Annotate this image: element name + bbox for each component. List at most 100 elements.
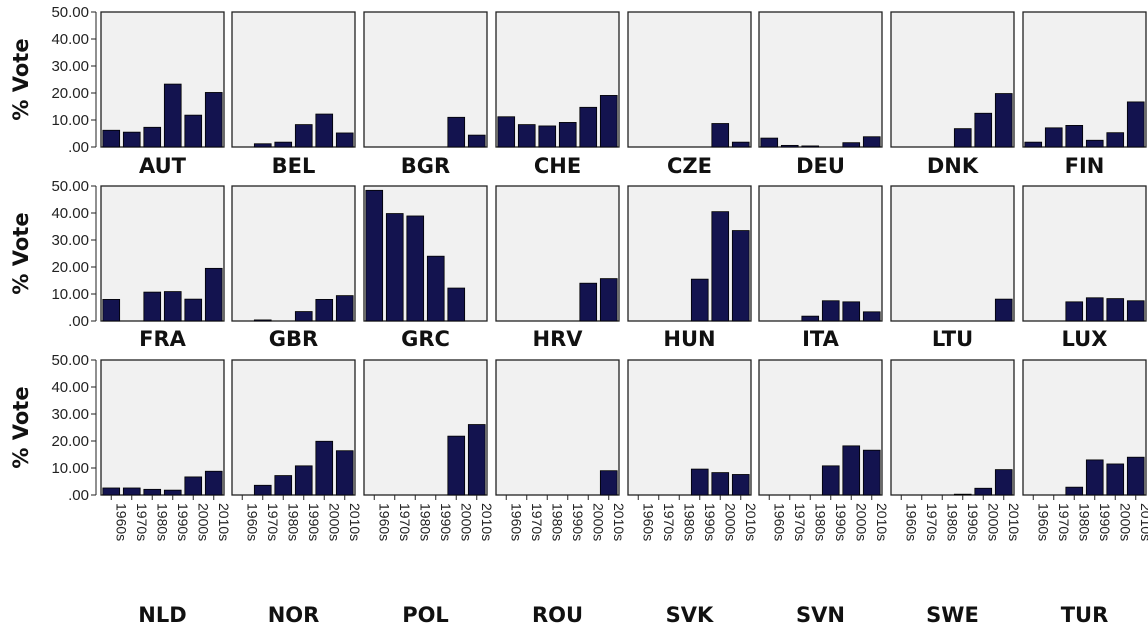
panel-dnk: DNK: [890, 11, 1015, 178]
x-tick-label: 1970s: [661, 503, 677, 541]
bar-dnk-2000s: [974, 112, 993, 148]
x-tick-label: 1980s: [1076, 503, 1092, 541]
bar-dnk-1990s: [953, 128, 972, 148]
bar-tur-2010s: [1126, 456, 1145, 496]
x-tick-label: 1970s: [134, 503, 150, 541]
panel-background: [758, 359, 883, 496]
bar-fra-2010s: [204, 267, 223, 322]
bar-nld-1990s: [163, 489, 182, 496]
panel-label: LUX: [1062, 327, 1108, 351]
bar-grc-1990s: [426, 255, 445, 322]
panel-bel: BEL: [231, 11, 356, 178]
x-tick-label: 1980s: [681, 503, 697, 541]
x-tick-label: 1980s: [154, 503, 170, 541]
bar-che-1980s: [538, 125, 557, 148]
y-tick-label: 40.00: [51, 379, 89, 396]
y-tick-label: .00: [68, 313, 89, 330]
bar-aut-1990s: [163, 83, 182, 148]
panel-nld: NLD 1960s 1970s 1980s 1990s 2000s 2010s: [100, 359, 232, 627]
y-tick-label: 30.00: [51, 406, 89, 423]
panel-deu: DEU: [758, 11, 883, 178]
panel-label: POL: [402, 603, 449, 627]
bar-nor-1990s: [294, 465, 313, 496]
y-tick-label: 10.00: [51, 112, 89, 129]
bar-swe-1990s: [953, 493, 972, 496]
panel-pol: POL 1960s 1970s 1980s 1990s 2000s 2010s: [363, 359, 495, 627]
x-tick-label: 2010s: [1006, 503, 1022, 541]
bar-gbr-1990s: [294, 311, 313, 322]
x-tick-label: 2000s: [722, 503, 738, 541]
panel-label: FIN: [1065, 154, 1105, 178]
panel-label: SVN: [796, 603, 845, 627]
x-tick-label: 1980s: [812, 503, 828, 541]
bar-fra-2000s: [184, 298, 203, 322]
bar-svk-2010s: [731, 474, 750, 496]
panel-lux: LUX: [1022, 185, 1147, 351]
x-tick-label: 2000s: [853, 503, 869, 541]
bar-aut-2010s: [204, 92, 223, 148]
bar-svk-2000s: [711, 472, 730, 496]
panel-bgr: BGR: [363, 11, 488, 178]
panel-hrv: HRV: [495, 185, 620, 351]
bar-rou-2010s: [599, 470, 618, 496]
bar-deu-2010s: [862, 136, 881, 148]
bar-lux-2000s: [1106, 298, 1125, 322]
x-tick-label: 2000s: [985, 503, 1001, 541]
x-tick-label: 1980s: [549, 503, 565, 541]
x-tick-label: 2010s: [479, 503, 495, 541]
panel-background: [627, 185, 752, 322]
y-tick-label: .00: [68, 139, 89, 156]
bar-deu-2000s: [842, 142, 861, 148]
panel-ltu: LTU: [890, 185, 1015, 351]
bar-hun-2000s: [711, 211, 730, 322]
panel-label: BGR: [401, 154, 450, 178]
x-tick-label: 1990s: [1097, 503, 1113, 541]
panel-label: ROU: [532, 603, 583, 627]
bar-bel-1990s: [294, 124, 313, 148]
bar-che-2000s: [579, 106, 598, 148]
bar-che-1960s: [497, 116, 516, 148]
x-tick-label: 1980s: [417, 503, 433, 541]
bar-bgr-2000s: [447, 116, 466, 148]
panel-rou: ROU 1960s 1970s 1980s 1990s 2000s 2010s: [495, 359, 627, 627]
y-axis-label: % Vote: [9, 212, 33, 294]
bar-aut-1960s: [102, 129, 121, 148]
x-tick-label: 1960s: [771, 503, 787, 541]
panel-label: CZE: [667, 154, 712, 178]
y-tick-label: 50.00: [51, 4, 89, 21]
y-tick-label: 20.00: [51, 259, 89, 276]
bar-ita-1980s: [801, 315, 820, 322]
bar-hun-2010s: [731, 230, 750, 322]
panel-label: CHE: [534, 154, 581, 178]
bar-fra-1990s: [163, 291, 182, 322]
x-tick-label: 1990s: [702, 503, 718, 541]
bar-tur-2000s: [1106, 463, 1125, 496]
x-tick-label: 1970s: [792, 503, 808, 541]
panel-background: [890, 359, 1015, 496]
x-tick-label: 1960s: [640, 503, 656, 541]
bar-fin-2000s: [1106, 132, 1125, 148]
panel-background: [231, 11, 356, 148]
bar-pol-2010s: [467, 424, 486, 496]
panel-background: [495, 11, 620, 148]
x-tick-label: 1980s: [944, 503, 960, 541]
panel-hun: HUN: [627, 185, 752, 351]
bar-svn-1990s: [821, 465, 840, 496]
panel-background: [495, 185, 620, 322]
bar-fin-1980s: [1065, 125, 1084, 148]
bar-fin-1990s: [1085, 139, 1104, 148]
x-tick-label: 1970s: [265, 503, 281, 541]
panel-background: [363, 11, 488, 148]
panel-label: SVK: [666, 603, 714, 627]
bar-nld-2000s: [184, 476, 203, 496]
bar-ltu-2010s: [994, 298, 1013, 322]
x-tick-label: 1990s: [175, 503, 191, 541]
bar-svn-2010s: [862, 449, 881, 496]
panel-label: HRV: [533, 327, 584, 351]
bar-grc-2000s: [447, 287, 466, 322]
panel-background: [231, 359, 356, 496]
bar-deu-1960s: [760, 137, 779, 148]
panel-background: [1022, 185, 1147, 322]
bar-nor-2000s: [315, 440, 334, 496]
